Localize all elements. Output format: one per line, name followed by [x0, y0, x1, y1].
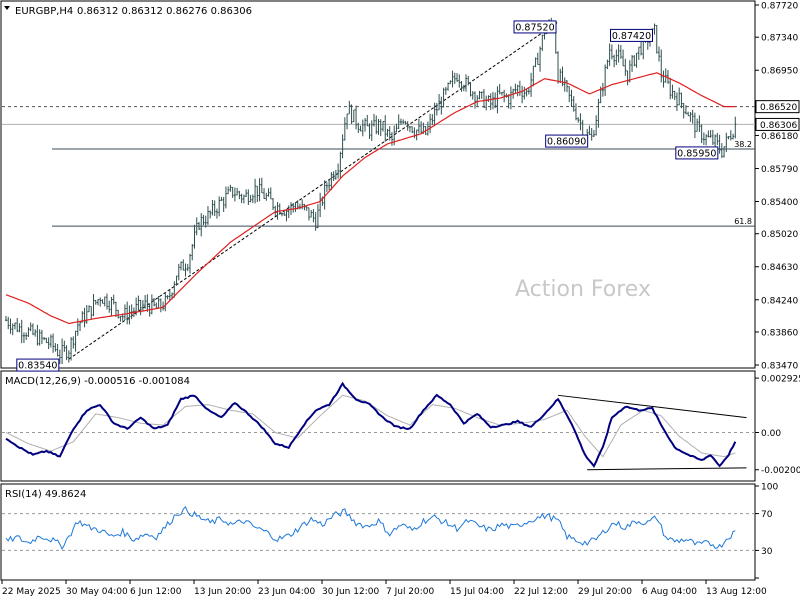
macd-title: MACD(12,26,9) -0.000516 -0.001084 — [5, 376, 190, 387]
price-y-tick-label: 0.83470 — [761, 362, 798, 372]
macd-y-tick-label: -0.002002 — [761, 466, 800, 476]
price-annotation-box-1 — [513, 20, 557, 34]
price-annotation-4: 0.85950 — [677, 148, 716, 159]
price-annotation-2: 0.87420 — [612, 31, 651, 42]
x-tick-label: 6 Jun 12:00 — [130, 587, 182, 597]
rsi-panel-frame — [0, 483, 756, 581]
price-y-tick-label: 0.87720 — [761, 2, 798, 12]
price-tag-box-0 — [755, 100, 800, 114]
price-y-tick-label: 0.86180 — [761, 132, 798, 142]
price-y-tick-label: 0.87340 — [761, 34, 798, 44]
x-tick-label: 15 Jul 04:00 — [450, 587, 504, 597]
price-y-tick-label: 0.85020 — [761, 230, 798, 240]
price-annotation-1: 0.87520 — [515, 22, 554, 33]
rsi-title: RSI(14) 49.8624 — [5, 489, 86, 500]
price-tag-box-1 — [755, 117, 800, 131]
macd-y-tick-label: 0.00 — [761, 429, 781, 439]
price-y-tick-label: 0.85790 — [761, 165, 798, 175]
watermark: Action Forex — [515, 277, 651, 302]
moving-average-line — [5, 72, 736, 325]
header-dropdown-icon — [4, 6, 10, 10]
macd-plot — [2, 381, 755, 471]
rsi-line — [5, 506, 736, 550]
price-tag-label-0: 0.86520 — [760, 103, 797, 113]
macd-trendline-1 — [587, 467, 747, 471]
x-tick-label: 13 Aug 12:00 — [706, 587, 767, 597]
price-annotation-3: 0.86090 — [547, 137, 586, 148]
x-tick-label: 22 Jul 12:00 — [514, 587, 568, 597]
fib-label-0: 38.2 — [734, 140, 752, 149]
fib-label-1: 61.8 — [734, 217, 752, 226]
x-tick-label: 30 Jun 12:00 — [322, 587, 379, 597]
macd-y-tick-label: 0.002925 — [761, 375, 800, 385]
x-tick-label: 29 Jul 20:00 — [578, 587, 632, 597]
rsi-plot — [2, 506, 755, 551]
price-y-tick-label: 0.83860 — [761, 328, 798, 338]
x-tick-label: 6 Aug 04:00 — [642, 587, 697, 597]
x-tick-label: 13 Jun 20:00 — [194, 587, 251, 597]
macd-panel-frame — [0, 370, 756, 482]
price-plot: 38.2 61.8 0.83540 0.87520 0.87420 0.86090 0.85… — [2, 17, 755, 372]
uptrend-line — [68, 21, 559, 360]
price-tag-label-1: 0.86306 — [760, 121, 797, 131]
chart-header-ohlc: 0.86312 0.86312 0.86276 0.86306 — [77, 6, 252, 17]
x-tick-label: 30 May 04:00 — [66, 587, 128, 597]
price-annotation-box-4 — [675, 146, 719, 160]
macd-trendline-0 — [557, 394, 747, 419]
rsi-y-tick-label: 70 — [761, 510, 773, 520]
price-panel-frame — [0, 0, 756, 369]
x-tick-label: 23 Jun 04:00 — [258, 587, 315, 597]
x-tick-label: 7 Jul 20:00 — [386, 587, 435, 597]
price-annotation-0: 0.83540 — [18, 361, 57, 372]
price-y-tick-label: 0.84630 — [761, 263, 798, 273]
macd-line — [5, 381, 737, 468]
price-annotation-box-2 — [610, 28, 654, 42]
price-y-tick-label: 0.86950 — [761, 67, 798, 77]
price-annotation-box-0 — [16, 358, 60, 372]
chart-header-symbol: EURGBP,H4 — [15, 6, 73, 17]
price-annotation-box-3 — [545, 134, 589, 148]
price-y-tick-label: 0.84240 — [761, 296, 798, 306]
price-y-tick-label: 0.85400 — [761, 198, 798, 208]
rsi-y-tick-label: 30 — [761, 547, 773, 557]
x-tick-label: 22 May 2025 — [2, 587, 61, 597]
rsi-y-tick-label: 100 — [761, 483, 778, 493]
